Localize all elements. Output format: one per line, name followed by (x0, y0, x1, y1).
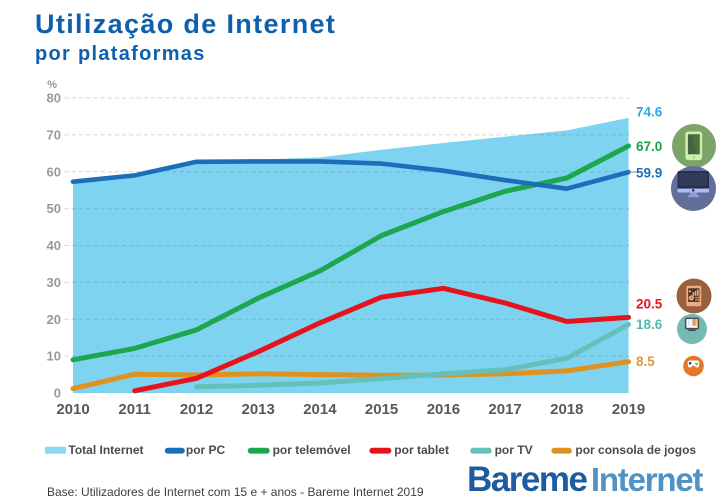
svg-text:2014: 2014 (303, 401, 337, 418)
svg-text:2010: 2010 (56, 401, 89, 418)
svg-text:%: % (47, 79, 57, 91)
svg-text:50: 50 (47, 201, 61, 216)
svg-text:2017: 2017 (488, 401, 521, 418)
svg-text:por TV: por TV (495, 443, 533, 457)
svg-text:Total Internet: Total Internet (68, 443, 143, 457)
svg-text:2012: 2012 (180, 401, 213, 418)
svg-text:74.6: 74.6 (636, 105, 663, 120)
svg-text:60: 60 (47, 164, 61, 179)
svg-text:8.5: 8.5 (636, 354, 655, 369)
svg-text:20: 20 (47, 312, 61, 327)
svg-text:2015: 2015 (365, 401, 398, 418)
svg-text:67.0: 67.0 (636, 139, 662, 154)
svg-text:80: 80 (47, 91, 61, 106)
svg-text:2016: 2016 (427, 401, 460, 418)
svg-text:10: 10 (47, 349, 61, 364)
svg-text:70: 70 (47, 127, 61, 142)
svg-text:por tablet: por tablet (394, 443, 449, 457)
svg-text:20.5: 20.5 (636, 297, 663, 312)
svg-text:por telemóvel: por telemóvel (273, 443, 351, 457)
svg-text:40: 40 (47, 238, 61, 253)
svg-text:2018: 2018 (550, 401, 583, 418)
svg-text:por consola de jogos: por consola de jogos (575, 443, 696, 457)
svg-text:0: 0 (54, 386, 61, 401)
svg-text:30: 30 (47, 275, 61, 290)
svg-text:por PC: por PC (186, 443, 226, 457)
svg-text:18.6: 18.6 (636, 317, 663, 332)
svg-text:2013: 2013 (242, 401, 275, 418)
svg-text:59.9: 59.9 (636, 166, 662, 181)
svg-text:2019: 2019 (612, 401, 645, 418)
svg-text:2011: 2011 (118, 401, 151, 418)
